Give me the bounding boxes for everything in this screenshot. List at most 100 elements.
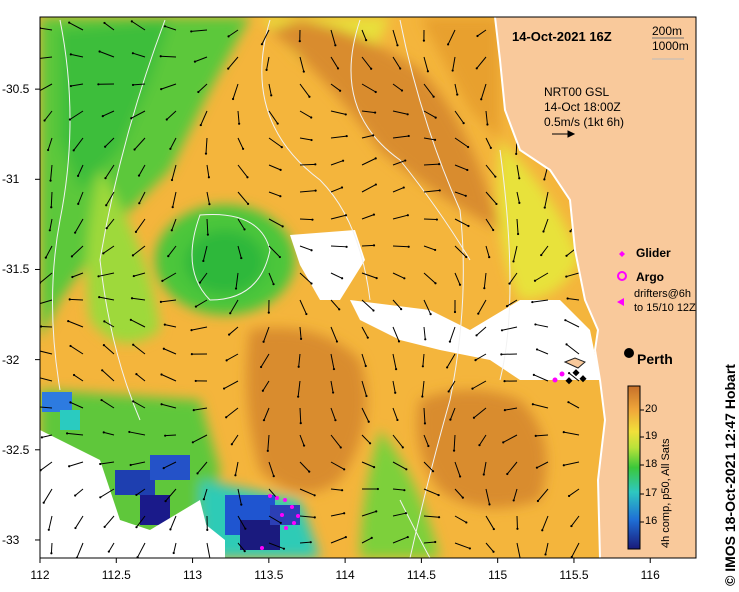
current-arrow-icon xyxy=(454,461,461,477)
current-arrow-head xyxy=(375,510,378,513)
current-arrow-icon xyxy=(173,542,177,554)
current-arrow-head xyxy=(515,152,518,156)
current-arrow-icon xyxy=(454,110,465,124)
current-arrow-icon xyxy=(199,272,208,283)
current-arrow-icon xyxy=(40,377,53,382)
current-arrow-icon xyxy=(534,272,549,282)
current-arrow-icon xyxy=(77,164,84,177)
current-arrow-head xyxy=(423,422,427,425)
current-arrow-head xyxy=(71,275,74,279)
current-arrow-icon xyxy=(485,542,494,553)
current-arrow-head xyxy=(131,83,135,87)
current-arrow-head xyxy=(368,442,372,445)
current-arrow-head xyxy=(199,123,202,127)
current-arrow-head xyxy=(565,343,568,346)
current-arrow-icon xyxy=(509,272,518,284)
current-arrow-icon xyxy=(361,353,367,367)
current-arrow-icon xyxy=(162,272,177,282)
current-arrow-head xyxy=(456,93,459,96)
current-arrow-icon xyxy=(104,137,115,148)
current-arrow-head xyxy=(193,60,197,63)
current-arrow-icon xyxy=(136,488,146,496)
current-arrow-icon xyxy=(50,542,53,554)
current-arrow-icon xyxy=(103,245,115,254)
current-arrow-icon xyxy=(501,326,518,331)
current-arrow-icon xyxy=(330,536,347,544)
current-arrow-head xyxy=(308,95,311,98)
current-arrow-icon xyxy=(361,110,376,114)
current-arrow-head xyxy=(343,512,346,515)
current-arrow-head xyxy=(406,214,409,217)
current-arrow-head xyxy=(516,232,520,236)
current-arrow-icon xyxy=(423,407,426,424)
current-arrow-icon xyxy=(540,245,549,256)
current-arrow-head xyxy=(137,174,141,177)
current-arrow-icon xyxy=(361,407,370,422)
current-arrow-icon xyxy=(237,110,240,124)
current-arrow-head xyxy=(466,168,469,172)
current-arrow-head xyxy=(104,145,107,148)
current-arrow-head xyxy=(452,449,456,452)
current-arrow-head xyxy=(446,366,449,369)
y-ticks xyxy=(35,88,40,541)
current-arrow-head xyxy=(103,525,106,528)
current-arrow-head xyxy=(434,540,437,544)
current-arrow-icon xyxy=(299,488,315,496)
current-arrow-icon xyxy=(392,160,406,166)
current-arrow-icon xyxy=(544,191,549,208)
current-arrow-icon xyxy=(504,407,518,411)
model-time: 14-Oct 18:00Z xyxy=(544,100,621,114)
current-arrow-icon xyxy=(299,326,302,339)
current-arrow-head xyxy=(334,44,337,47)
current-arrow-icon xyxy=(165,434,177,437)
current-arrow-icon xyxy=(299,245,312,251)
current-arrow-icon xyxy=(98,272,115,277)
current-arrow-head xyxy=(372,466,376,469)
current-arrow-icon xyxy=(392,214,408,220)
y-tick-label: -33 xyxy=(2,532,20,547)
current-arrow-icon xyxy=(237,191,249,205)
x-tick-label: 112.5 xyxy=(101,568,131,582)
current-arrow-head xyxy=(278,255,281,259)
current-arrow-head xyxy=(241,147,245,150)
current-arrow-head xyxy=(403,489,406,492)
current-arrow-head xyxy=(344,214,348,217)
current-arrow-icon xyxy=(132,52,146,58)
current-arrow-icon xyxy=(454,272,461,285)
current-arrow-head xyxy=(500,329,504,332)
current-arrow-icon xyxy=(422,353,425,367)
current-arrow-head xyxy=(492,228,495,232)
x-tick-label: 115 xyxy=(488,568,508,582)
current-arrow-icon xyxy=(330,407,336,421)
current-arrow-head xyxy=(231,97,235,101)
current-arrow-head xyxy=(279,195,282,198)
current-arrow-head xyxy=(169,147,172,150)
current-arrow-icon xyxy=(454,515,467,523)
current-arrow-icon xyxy=(172,191,177,208)
current-arrow-icon xyxy=(330,299,340,310)
current-arrow-head xyxy=(341,489,344,492)
current-arrow-head xyxy=(446,43,450,46)
current-arrow-head xyxy=(192,409,195,412)
current-arrow-head xyxy=(98,50,101,53)
current-arrow-icon xyxy=(104,320,115,328)
current-arrow-head xyxy=(534,323,537,326)
current-arrow-head xyxy=(437,516,441,519)
current-arrow-icon xyxy=(299,163,316,166)
current-arrow-icon xyxy=(485,164,496,177)
current-arrow-head xyxy=(259,365,263,369)
current-arrow-icon xyxy=(130,319,146,328)
current-arrow-icon xyxy=(330,512,345,517)
current-arrow-head xyxy=(401,446,404,449)
current-arrow-icon xyxy=(75,515,84,529)
current-arrow-head xyxy=(505,305,509,308)
current-arrow-head xyxy=(429,313,432,316)
current-arrow-head xyxy=(570,524,573,528)
current-arrow-icon xyxy=(330,461,345,470)
current-arrow-head xyxy=(234,474,237,477)
current-arrow-icon xyxy=(477,29,487,37)
current-arrow-icon xyxy=(330,187,343,193)
current-arrow-head xyxy=(365,394,368,398)
current-arrow-icon xyxy=(392,245,409,248)
current-arrow-icon xyxy=(392,407,398,421)
